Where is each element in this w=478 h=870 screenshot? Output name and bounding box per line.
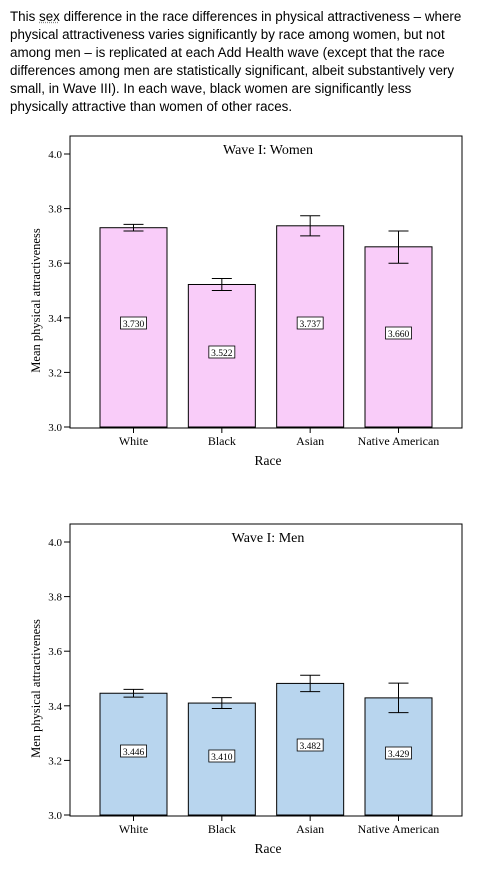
data-label-box [208,345,236,359]
plot-frame [69,135,463,429]
x-tick-label: White [119,822,148,836]
y-tick-label: 3.4 [48,701,62,713]
data-label: 3.429 [388,750,410,760]
x-tick-label: Asian [296,822,324,836]
y-tick-label: 3.8 [48,204,62,216]
data-label-box [385,746,412,760]
y-tick-label: 4.0 [48,537,62,549]
women-bar-chart: Wave I: Women 3.0 3.2 3.4 3.6 3.8 4.0 Mean phys… [29,135,463,468]
x-tick-label: Native American [358,822,440,836]
y-tick-label: 3.0 [48,422,62,434]
paragraph-rest: difference in the race differences in ph… [10,9,462,114]
chart-title: Wave I: Men [232,531,305,546]
y-tick-label: 3.0 [48,810,62,822]
y-tick-label: 4.0 [48,149,62,161]
data-label: 3.410 [211,753,233,763]
men-bar-chart: Wave I: Men 3.0 3.2 3.4 3.6 3.8 4.0 Men physica… [29,523,463,856]
data-label: 3.737 [299,320,321,330]
data-label: 3.482 [299,742,321,752]
data-label: 3.660 [388,330,410,340]
y-tick-label: 3.6 [48,258,62,270]
y-axis-label: Men physical attractiveness [29,619,43,758]
y-tick-label: 3.6 [48,646,62,658]
x-tick-label: Black [208,434,236,448]
x-axis-label: Race [255,453,282,468]
x-tick-label: Asian [296,434,324,448]
y-tick-label: 3.2 [48,755,62,767]
x-tick-label: Black [208,822,236,836]
body-paragraph: This sex difference in the race differen… [10,8,472,116]
data-label-box [296,738,324,752]
chart-title: Wave I: Women [223,143,313,158]
paragraph-start: This [10,9,40,24]
y-tick-label: 3.2 [48,367,62,379]
x-tick-label: White [119,434,148,448]
plot-frame [69,523,463,817]
data-label-box [120,316,147,330]
x-tick-label: Native American [358,434,440,448]
y-tick-label: 3.8 [48,592,62,604]
underlined-word: sex [39,9,60,24]
data-label: 3.730 [123,320,145,330]
y-tick-label: 3.4 [48,313,62,325]
data-label: 3.446 [123,748,145,758]
data-label-box [296,316,324,330]
data-label-box [208,749,236,763]
y-axis-label: Mean physical attractiveness [29,228,43,373]
data-label-box [385,326,412,340]
data-label: 3.522 [211,349,233,359]
data-label-box [120,744,147,758]
x-axis-label: Race [255,841,282,856]
